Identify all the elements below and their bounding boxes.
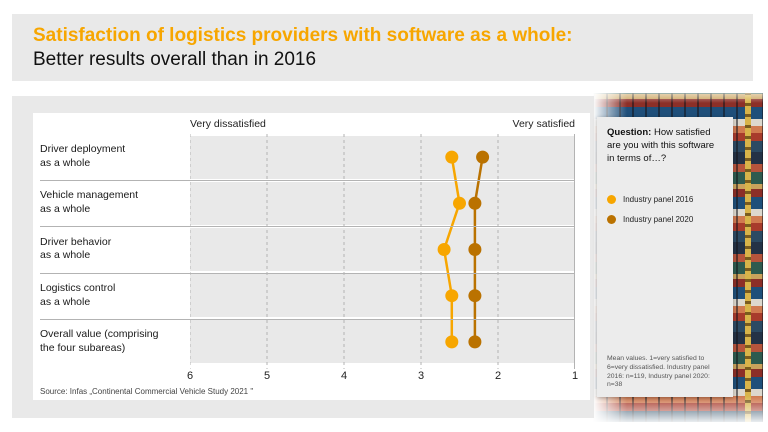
category-label: Overall value (comprising the four subar… <box>40 328 159 354</box>
legend-item-2020: Industry panel 2020 <box>607 209 693 229</box>
axis-label-very-dissatisfied: Very dissatisfied <box>190 118 266 130</box>
crane-decoration <box>745 93 751 422</box>
question-label: Question: <box>607 127 652 138</box>
legend-label-2016: Industry panel 2016 <box>623 194 694 204</box>
category-label: Logistics control as a whole <box>40 281 116 308</box>
legend-label-2020: Industry panel 2020 <box>623 214 694 224</box>
methodology-footnote: Mean values. 1=very satisfied to 6=very … <box>607 355 710 389</box>
series-dot <box>476 150 490 164</box>
plot-row-band <box>190 320 575 364</box>
plot-row-band <box>190 227 575 272</box>
source-note: Source: Infas „Continental Commercial Ve… <box>40 387 254 396</box>
axis-label-very-satisfied: Very satisfied <box>512 118 575 130</box>
series-dot <box>437 243 451 256</box>
x-tick-label: 2 <box>494 370 502 382</box>
question-text: Question: How satisfied are you with thi… <box>607 127 715 164</box>
series-dot <box>468 289 482 303</box>
series-dot <box>445 289 459 303</box>
x-tick-label: 3 <box>417 370 425 382</box>
photo-fade-bottom <box>593 396 763 422</box>
x-tick-label: 1 <box>571 370 579 382</box>
slide-title-highlight: Satisfaction of logistics providers with… <box>33 25 573 46</box>
legend-dot-2020 <box>607 214 616 224</box>
plot-row-band <box>190 274 575 318</box>
legend-item-2016: Industry panel 2016 <box>607 189 693 209</box>
row-separator <box>40 226 575 228</box>
series-dot <box>445 150 459 164</box>
plot-area <box>190 134 575 369</box>
row-separator <box>40 318 575 320</box>
category-label: Driver behavior as a whole <box>40 235 112 262</box>
category-label: Driver deployment as a whole <box>40 143 126 170</box>
x-tick-label: 4 <box>340 370 348 382</box>
photo-fade-top <box>593 93 763 103</box>
series-dot <box>445 335 459 349</box>
series-dot <box>468 335 482 349</box>
plot-row-band <box>190 181 575 225</box>
x-tick-label: 6 <box>186 370 194 382</box>
series-dot <box>453 196 466 210</box>
legend: Industry panel 2016 Industry panel 2020 <box>607 189 693 229</box>
header-bar: Satisfaction of logistics providers with… <box>12 14 753 81</box>
x-tick-label: 5 <box>263 370 271 382</box>
row-separator <box>40 272 575 274</box>
question-panel: Question: How satisfied are you with thi… <box>597 117 733 397</box>
slide-title-sub: Better results overall than in 2016 <box>33 48 317 70</box>
series-dot <box>468 196 482 210</box>
row-separator <box>40 180 575 182</box>
chart-card: Very dissatisfied Very satisfied Driver … <box>33 113 590 400</box>
chart-canvas <box>190 134 575 369</box>
plot-row-band <box>190 135 575 179</box>
legend-dot-2016 <box>607 194 616 204</box>
category-label: Vehicle management as a whole <box>40 189 139 216</box>
series-dot <box>468 243 482 256</box>
